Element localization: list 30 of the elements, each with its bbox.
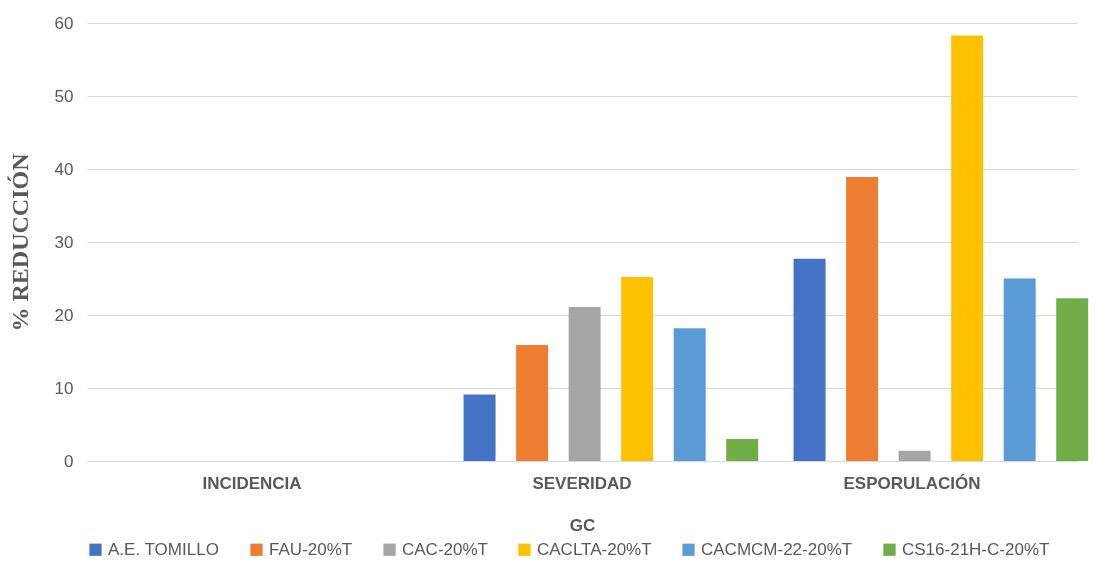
bar [898, 450, 931, 461]
x-axis-title: GC [569, 515, 596, 535]
bar [673, 328, 706, 461]
bar [463, 394, 496, 461]
y-tick-label: 10 [54, 378, 74, 398]
bar [568, 306, 601, 461]
y-tick-label: 40 [54, 159, 74, 179]
y-tick-label: 20 [54, 305, 74, 325]
x-tick-label: INCIDENCIA [202, 473, 302, 493]
legend-label: CAC-20%T [402, 539, 488, 559]
bar [846, 177, 879, 461]
legend-label: A.E. TOMILLO [108, 539, 219, 559]
bar [1056, 298, 1089, 461]
bar [793, 258, 826, 461]
legend-label: FAU-20%T [269, 539, 353, 559]
x-tick-label: ESPORULACIÓN [843, 473, 981, 493]
bar [726, 439, 759, 461]
legend-label: CS16-21H-C-20%T [902, 539, 1050, 559]
legend-label: CACMCM-22-20%T [701, 539, 853, 559]
y-tick-label: 0 [64, 451, 74, 471]
y-tick-label: 50 [54, 86, 74, 106]
x-tick-label: SEVERIDAD [532, 473, 632, 493]
y-tick-label: 60 [54, 13, 74, 33]
bar [1003, 278, 1036, 461]
y-tick-label: 30 [54, 232, 74, 252]
bar [951, 35, 984, 461]
legend-label: CACLTA-20%T [537, 539, 652, 559]
bar [516, 344, 549, 461]
y-axis-title: % REDUCCIÓN [6, 152, 33, 332]
bar [621, 277, 654, 461]
